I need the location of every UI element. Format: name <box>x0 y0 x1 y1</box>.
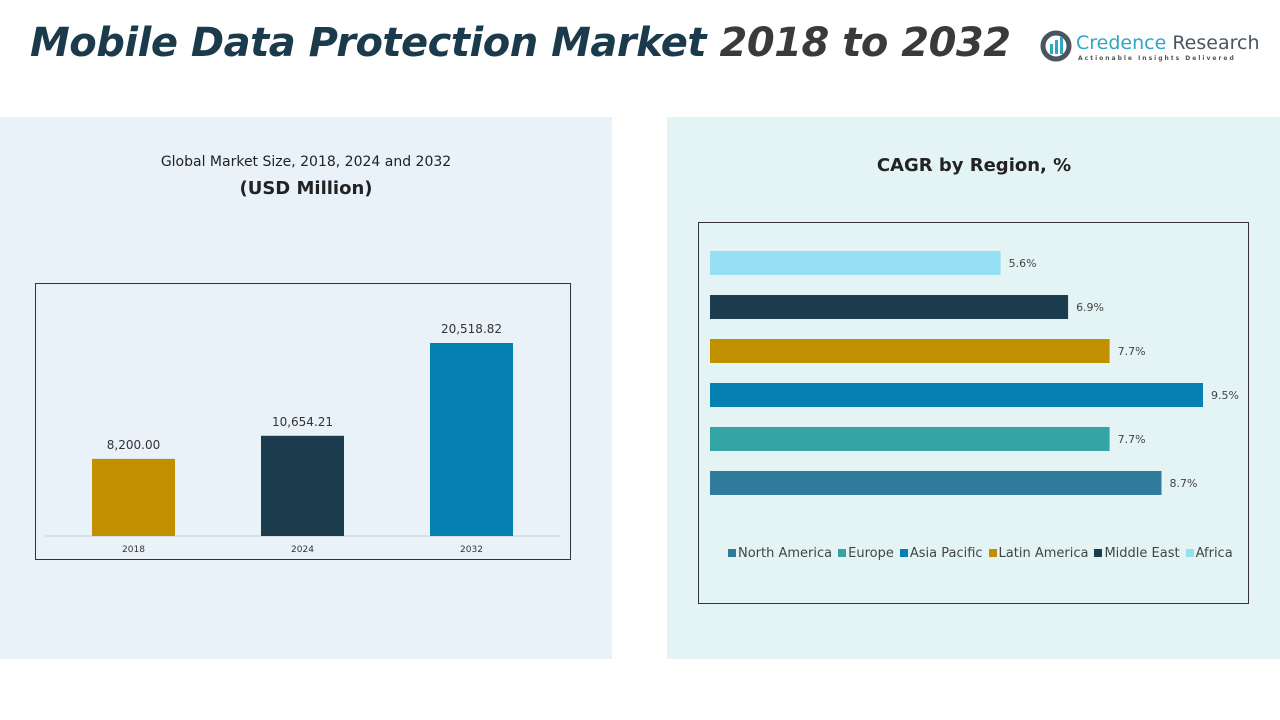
legend-swatch <box>1094 549 1103 557</box>
title-main: Mobile Data Protection Market <box>30 20 707 66</box>
logo-icon <box>1040 30 1072 62</box>
right-chart-title: CAGR by Region, % <box>876 155 1072 176</box>
legend-swatch <box>1185 549 1194 557</box>
legend: North America Europe Asia Pacific Latin Ame… <box>728 546 1233 561</box>
bar-middle-east <box>710 295 1069 319</box>
bar-latin-america <box>710 339 1110 363</box>
legend-swatch <box>988 549 997 557</box>
bar-2032 <box>430 343 513 536</box>
legend-swatch <box>838 549 847 557</box>
data-label: 7.7% <box>1118 433 1146 446</box>
market-size-chart-frame <box>35 283 571 560</box>
data-label: 6.9% <box>1076 301 1104 314</box>
bar-2024 <box>261 435 344 536</box>
logo-tagline: Actionable Insights Delivered <box>1078 55 1236 62</box>
legend-swatch <box>899 549 908 557</box>
legend-label: North America <box>738 546 833 561</box>
x-tick-label: 2032 <box>460 545 483 555</box>
legend-label: Africa <box>1195 546 1233 561</box>
bar-north-america <box>710 471 1162 495</box>
legend-item: Middle East <box>1094 546 1180 561</box>
legend-swatch <box>728 549 736 557</box>
data-label: 10,654.21 <box>272 415 333 429</box>
page-title: Mobile Data Protection Market 2018 to 20… <box>30 20 1011 66</box>
data-label: 7.7% <box>1118 345 1146 358</box>
left-chart-title: Global Market Size, 2018, 2024 and 2032 <box>160 154 452 170</box>
bar-africa <box>710 251 1001 275</box>
x-tick-label: 2024 <box>291 545 314 555</box>
cagr-chart-frame <box>698 222 1249 604</box>
legend-label: Middle East <box>1104 546 1180 561</box>
bar-2018 <box>92 458 175 536</box>
data-label: 8.7% <box>1169 477 1197 490</box>
legend-item: Asia Pacific <box>899 546 983 561</box>
data-label: 8,200.00 <box>107 438 160 452</box>
title-years: 2018 to 2032 <box>719 20 1011 66</box>
legend-label: Latin America <box>998 546 1089 561</box>
bar-europe <box>710 427 1110 451</box>
data-label: 5.6% <box>1009 257 1037 270</box>
logo: Credence Research Actionable Insights De… <box>1040 30 1260 70</box>
legend-item: Latin America <box>988 546 1089 561</box>
data-label: 9.5% <box>1211 389 1239 402</box>
data-label: 20,518.82 <box>441 322 502 336</box>
x-tick-label: 2018 <box>122 545 145 555</box>
logo-name: Credence Research <box>1076 32 1260 54</box>
legend-item: North America <box>728 546 832 561</box>
bar-asia-pacific <box>710 383 1203 407</box>
left-chart-subtitle: (USD Million) <box>239 178 373 199</box>
legend-label: Asia Pacific <box>909 546 983 561</box>
legend-item: Africa <box>1185 546 1233 561</box>
legend-item: Europe <box>838 546 894 561</box>
legend-label: Europe <box>848 546 894 561</box>
